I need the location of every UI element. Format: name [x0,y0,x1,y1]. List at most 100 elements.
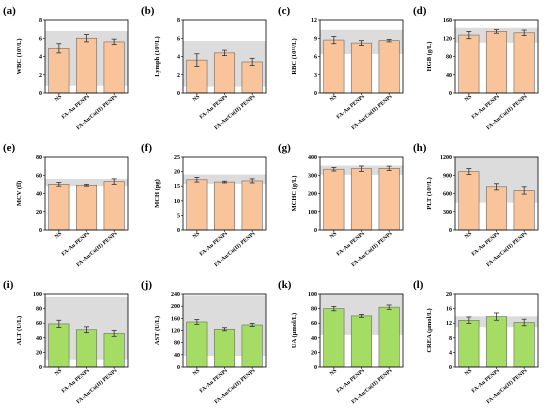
error-bar [386,39,392,43]
x-tick-label: NS [329,231,338,240]
y-tick-label: 20 [36,350,42,356]
y-tick-label: 900 [443,173,452,179]
bar [513,190,535,231]
y-tick-label: 0 [39,91,42,97]
plot-frame [44,293,129,368]
y-tick-label: 15 [174,184,180,190]
bar [485,316,508,368]
bar [213,52,236,94]
bar [48,323,70,368]
y-tick-label: 80 [36,307,42,313]
y-tick-label: 40 [446,73,452,79]
bar [241,324,263,368]
y-axis-label: ALT (U/L) [16,316,23,345]
panel-letter: (i) [3,279,14,291]
y-tick-label: 6 [39,36,42,42]
error-bar [194,53,200,67]
x-tick-label: NS [464,368,473,377]
panel-letter: (a) [3,5,16,17]
y-tick-label: 40 [36,192,42,198]
x-tick-label: NS [192,368,201,377]
y-tick-label: 4 [449,350,452,356]
plot-frame [319,293,404,368]
y-tick-label: 8 [39,18,42,24]
bar [350,42,373,94]
y-tick-label: 20 [36,210,42,216]
error-bar [521,318,527,327]
y-tick-label: 160 [171,316,180,322]
y-tick-label: 60 [36,173,42,179]
y-axis-label: CREA (μmol/L) [426,308,433,352]
bar [513,32,535,94]
y-tick-label: 12 [446,321,452,327]
y-tick-label: 120 [171,329,180,335]
x-tick-label: NS [54,231,63,240]
error-bar [222,327,227,332]
y-tick-label: 20 [311,350,317,356]
bar [213,328,236,368]
bar [485,186,508,231]
error-bar [222,180,227,184]
panel-letter: (e) [3,142,16,154]
y-tick-label: 6 [314,55,317,61]
y-tick-label: 2 [39,73,42,79]
bar [350,315,373,368]
y-tick-label: 40 [174,353,180,359]
bar [241,180,263,231]
panel-letter: (g) [278,142,291,154]
reference-range-band [183,174,266,184]
y-tick-label: 2 [177,73,180,79]
y-tick-label: 0 [177,365,180,371]
y-tick-label: 240 [171,292,180,298]
y-tick-label: 80 [36,155,42,161]
bar [75,184,98,231]
y-tick-label: 100 [308,292,317,298]
bar [241,61,263,94]
bar [48,184,70,231]
y-tick-label: 3 [314,73,317,79]
error-bar [194,177,200,183]
error-bar [386,304,392,310]
y-tick-label: 10 [174,199,180,205]
y-tick-label: 300 [308,173,317,179]
bar [378,306,400,368]
bar [75,37,98,94]
bar [323,39,345,94]
error-bar [249,178,255,184]
y-tick-label: 5 [177,213,180,219]
bar [75,329,98,368]
y-axis-label: UA (μmol/L) [291,313,298,348]
y-tick-label: 200 [171,304,180,310]
bar [350,168,373,231]
y-tick-label: 0 [177,228,180,234]
y-tick-label: 120 [443,36,452,42]
error-bar [359,165,364,172]
x-tick-label: NS [54,94,63,103]
error-bar [56,319,62,328]
y-tick-label: 0 [449,228,452,234]
panel-letter: (k) [278,279,292,291]
y-tick-label: 4 [39,55,42,61]
panel-letter: (f) [141,142,152,154]
error-bar [111,178,117,185]
bar [323,168,345,231]
y-tick-label: 600 [443,192,452,198]
y-tick-label: 20 [446,292,452,298]
error-bar [111,38,117,46]
y-axis-label: HGB (g/L) [426,42,433,72]
x-tick-label: NS [464,231,473,240]
error-bar [466,31,472,40]
error-bar [359,314,364,318]
y-tick-label: 0 [314,228,317,234]
y-tick-label: 6 [177,36,180,42]
bar [48,47,70,94]
error-bar [521,186,527,195]
y-tick-label: 40 [311,336,317,342]
x-tick-label: NS [192,94,201,103]
